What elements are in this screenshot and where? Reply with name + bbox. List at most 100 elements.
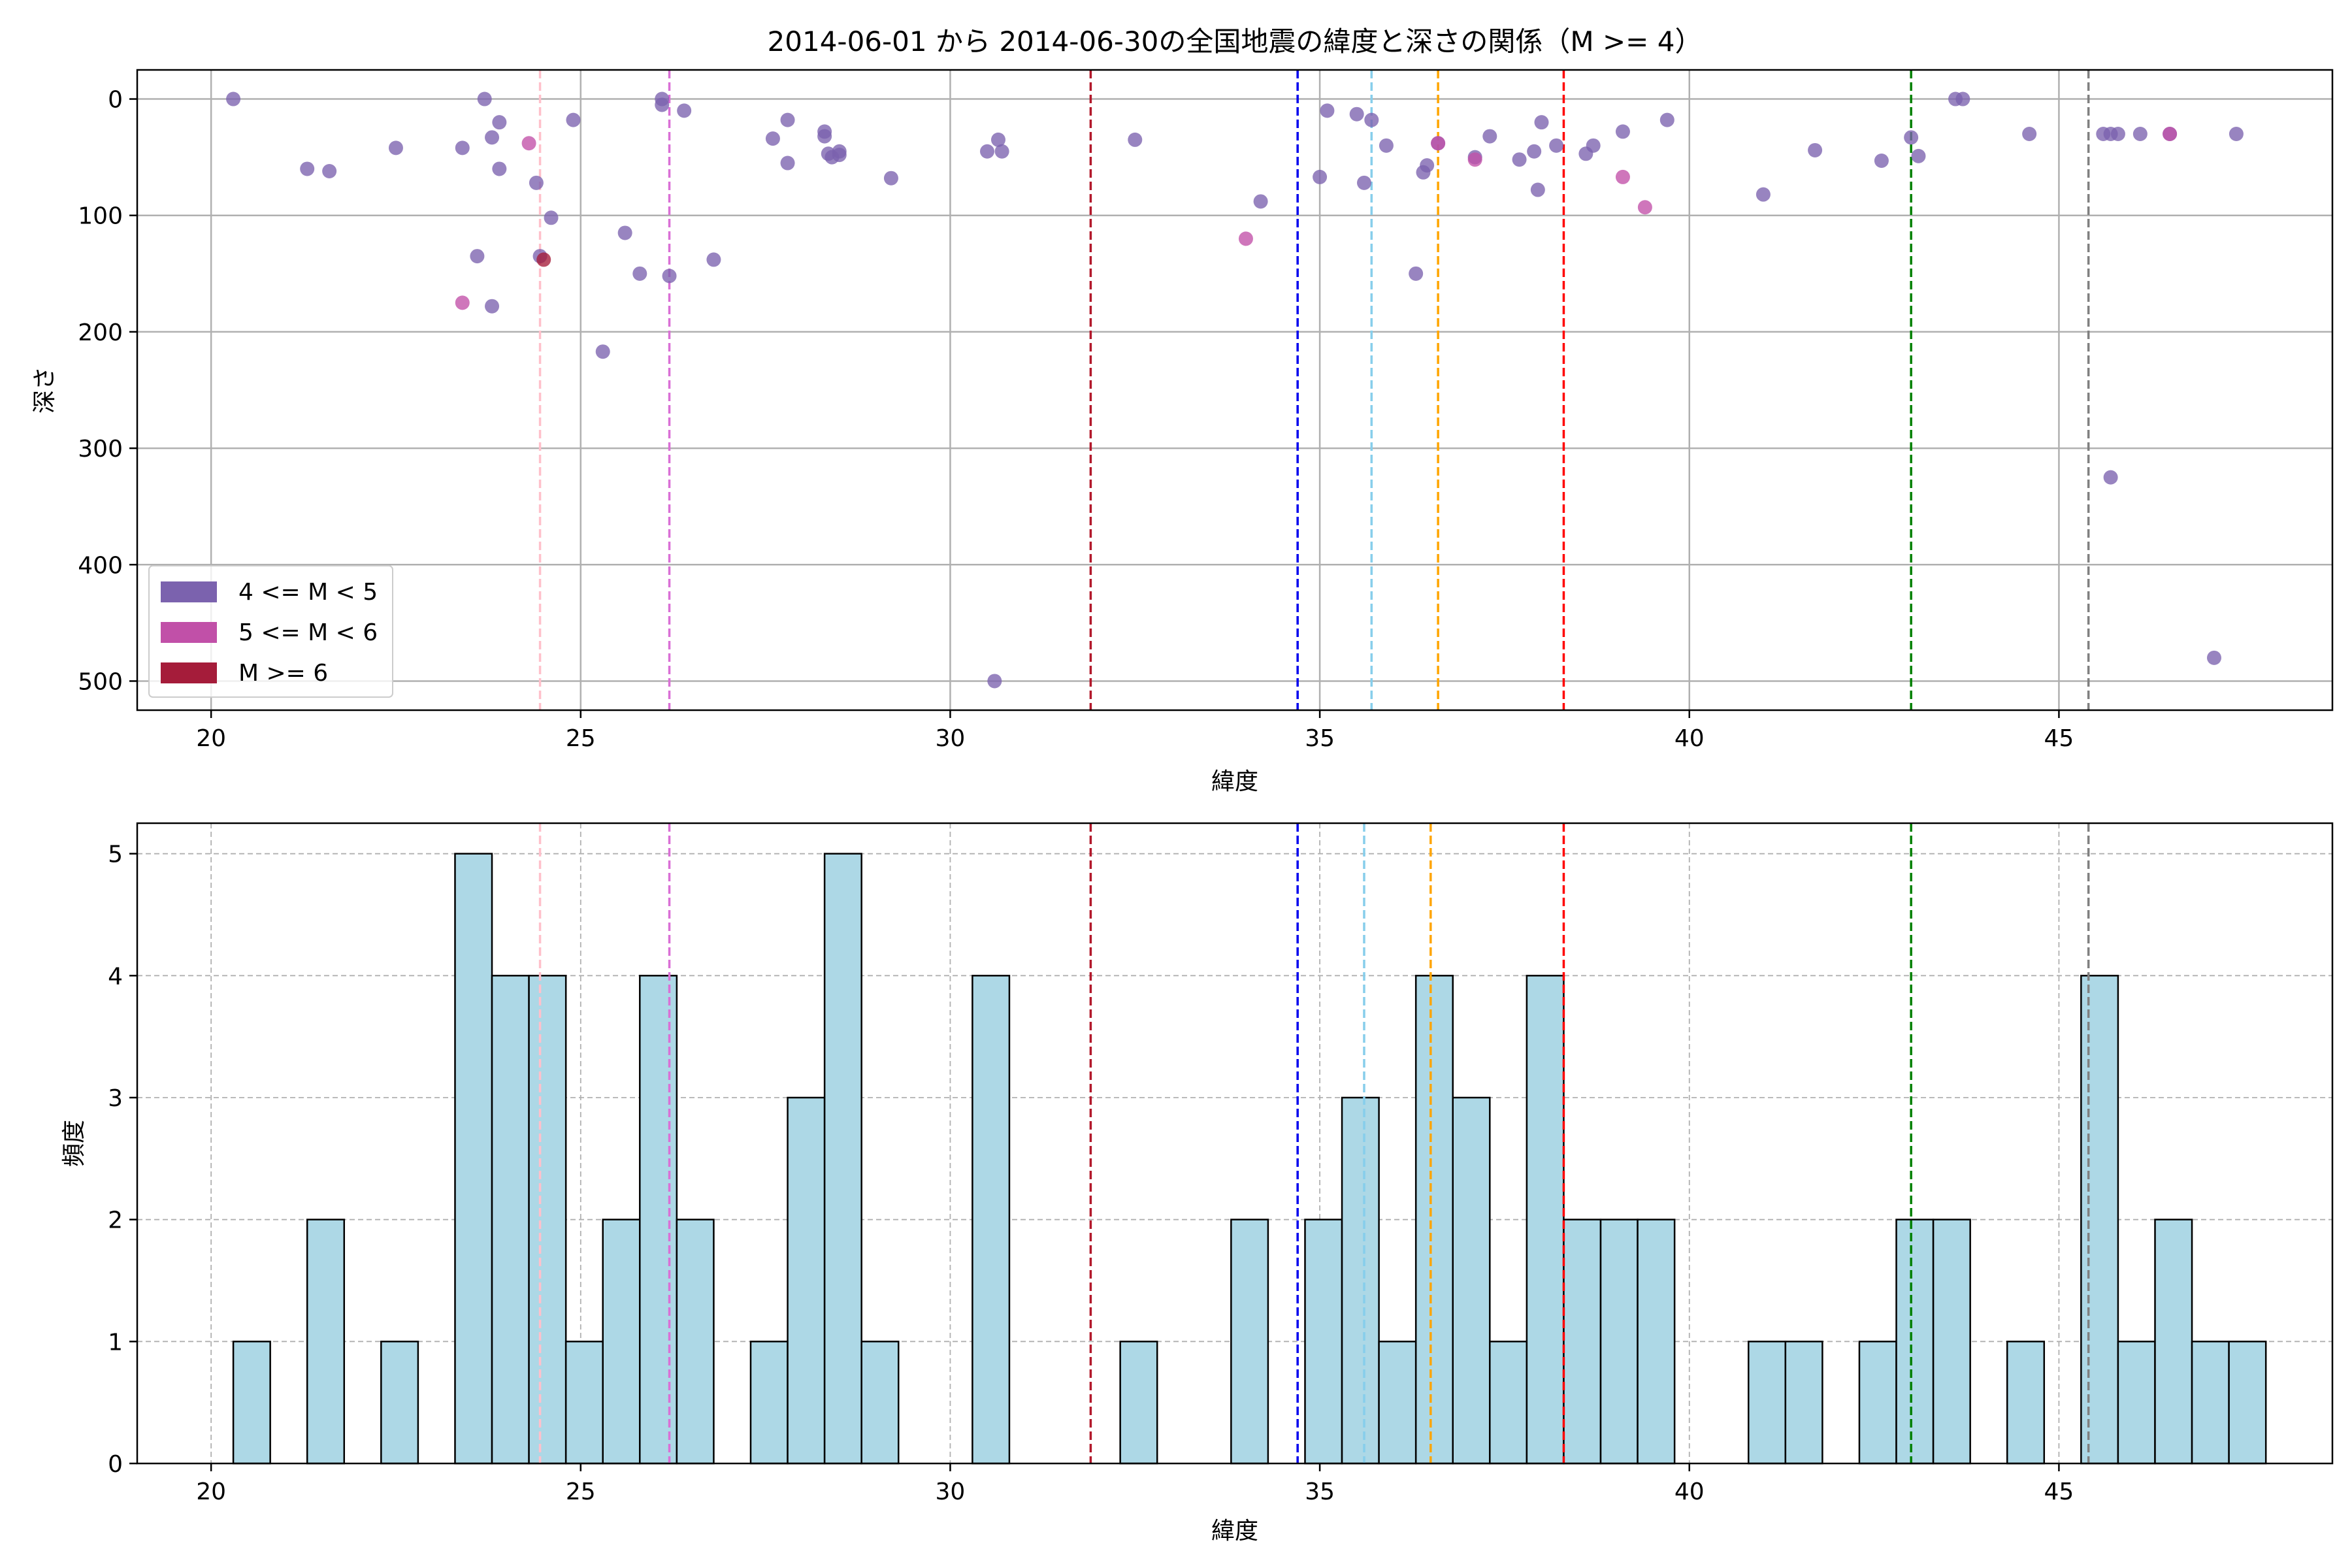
histogram-bar <box>2117 1341 2156 1465</box>
scatter-point <box>388 140 403 155</box>
scatter-point <box>1615 169 1630 184</box>
scatter-y-tick-label: 200 <box>78 319 123 346</box>
scatter-title: 2014-06-01 から 2014-06-30の全国地震の緯度と深さの関係（M… <box>768 25 1703 57</box>
scatter-point <box>2206 650 2221 665</box>
scatter-x-tick-label: 40 <box>1674 725 1705 752</box>
scatter-point <box>1512 152 1527 167</box>
scatter-point <box>1364 112 1379 127</box>
scatter-point <box>2110 127 2125 141</box>
scatter-point <box>1659 112 1674 127</box>
histogram-bar <box>1784 1341 1823 1465</box>
histogram-bar <box>1563 1218 1602 1465</box>
scatter-plot-area <box>137 70 2332 710</box>
scatter-point <box>1409 266 1424 281</box>
histogram-bar <box>749 1341 789 1465</box>
legend-label-m5: 5 <= M < 6 <box>238 619 378 646</box>
scatter-point <box>2022 127 2037 141</box>
scatter-point <box>1467 152 1482 167</box>
histogram-y-tick-label: 1 <box>108 1329 123 1356</box>
scatter-x-tick-label: 25 <box>566 725 596 752</box>
scatter-point <box>980 144 995 159</box>
histogram-bar <box>823 853 862 1465</box>
histogram-bar <box>1414 975 1454 1465</box>
histogram-bar <box>528 975 567 1465</box>
histogram-y-tick-label: 4 <box>108 963 123 990</box>
scatter-point <box>492 115 507 130</box>
histogram-bar <box>2154 1218 2193 1465</box>
scatter-point <box>2132 127 2148 141</box>
histogram-bar <box>1452 1096 1491 1465</box>
scatter-x-tick-label: 30 <box>936 725 966 752</box>
histogram-bar <box>860 1341 900 1465</box>
histogram-bar <box>2228 1341 2267 1465</box>
histogram-bar <box>306 1218 346 1465</box>
scatter-point <box>1527 144 1542 159</box>
scatter-x-tick-label: 20 <box>196 725 226 752</box>
histogram-bar <box>1526 975 1565 1465</box>
histogram-y-tick-label: 0 <box>108 1451 123 1478</box>
histogram-y-tick-label: 3 <box>108 1085 123 1112</box>
scatter-point <box>2103 470 2118 485</box>
scatter-point <box>1349 106 1364 122</box>
histogram-bar <box>1895 1218 1935 1465</box>
scatter-point <box>632 266 647 281</box>
scatter-point <box>617 225 632 240</box>
histogram-bar <box>2080 975 2119 1465</box>
histogram-bar <box>454 853 493 1465</box>
scatter-point <box>765 131 780 146</box>
scatter-point <box>1586 138 1601 153</box>
scatter-point <box>1238 231 1253 246</box>
scatter-y-tick-label: 500 <box>78 668 123 695</box>
histogram-bar <box>1341 1096 1380 1465</box>
scatter-y-tick-label: 400 <box>78 552 123 579</box>
histogram-frame <box>136 822 2334 1465</box>
histogram-bar <box>2191 1341 2230 1465</box>
histogram-bar <box>602 1218 641 1465</box>
scatter-x-tick-label: 35 <box>1305 725 1335 752</box>
scatter-y-tick-label: 100 <box>78 203 123 230</box>
scatter-x-tick-label: 45 <box>2044 725 2074 752</box>
scatter-point <box>1420 158 1435 173</box>
scatter-point <box>1320 103 1335 118</box>
scatter-x-label: 緯度 <box>1211 768 1258 795</box>
scatter-axes: 20 25 30 35 40 45 0 100 200 300 400 500 <box>78 69 2334 752</box>
scatter-point <box>1808 142 1823 157</box>
scatter-point <box>536 252 551 267</box>
histogram-y-label: 頻度 <box>61 1120 88 1167</box>
histogram-bar <box>1637 1218 1676 1465</box>
histogram-bar <box>639 975 678 1465</box>
scatter-legend: 4 <= M < 5 5 <= M < 6 M >= 6 <box>148 565 393 698</box>
scatter-point <box>1431 136 1446 151</box>
histogram-y-tick-label: 2 <box>108 1207 123 1234</box>
histogram-bar <box>2006 1341 2046 1465</box>
scatter-point <box>1549 138 1564 153</box>
scatter-point <box>1530 182 1545 197</box>
histogram-x-ticks: 20 25 30 35 40 45 <box>196 1463 2074 1505</box>
histogram-x-tick-label: 25 <box>566 1478 596 1505</box>
scatter-point <box>990 132 1005 147</box>
scatter-point <box>566 112 581 127</box>
histogram-bar <box>1230 1218 1269 1465</box>
scatter-frame <box>136 69 2334 711</box>
scatter-reference-lines <box>538 70 2090 710</box>
legend-swatch-m5 <box>161 622 217 643</box>
scatter-y-label: 深さ <box>31 367 58 414</box>
scatter-point <box>706 252 721 267</box>
scatter-point <box>300 161 315 176</box>
scatter-y-ticks: 0 100 200 300 400 500 <box>78 87 137 695</box>
histogram-bar <box>1304 1218 1343 1465</box>
scatter-point <box>1253 194 1268 209</box>
histogram-bar <box>1378 1341 1417 1465</box>
histogram-bar <box>564 1341 604 1465</box>
legend-swatch-m6 <box>161 662 217 683</box>
histogram-reference-lines <box>538 823 2090 1463</box>
scatter-point <box>455 140 470 155</box>
histogram-bar <box>1858 1341 1897 1465</box>
scatter-point <box>2163 127 2178 141</box>
scatter-point <box>883 171 898 186</box>
scatter-y-tick-label: 0 <box>108 87 123 114</box>
legend-swatch-m4 <box>161 581 217 602</box>
scatter-point <box>1756 187 1771 202</box>
histogram-y-tick-label: 5 <box>108 841 123 868</box>
scatter-point <box>1615 124 1630 139</box>
